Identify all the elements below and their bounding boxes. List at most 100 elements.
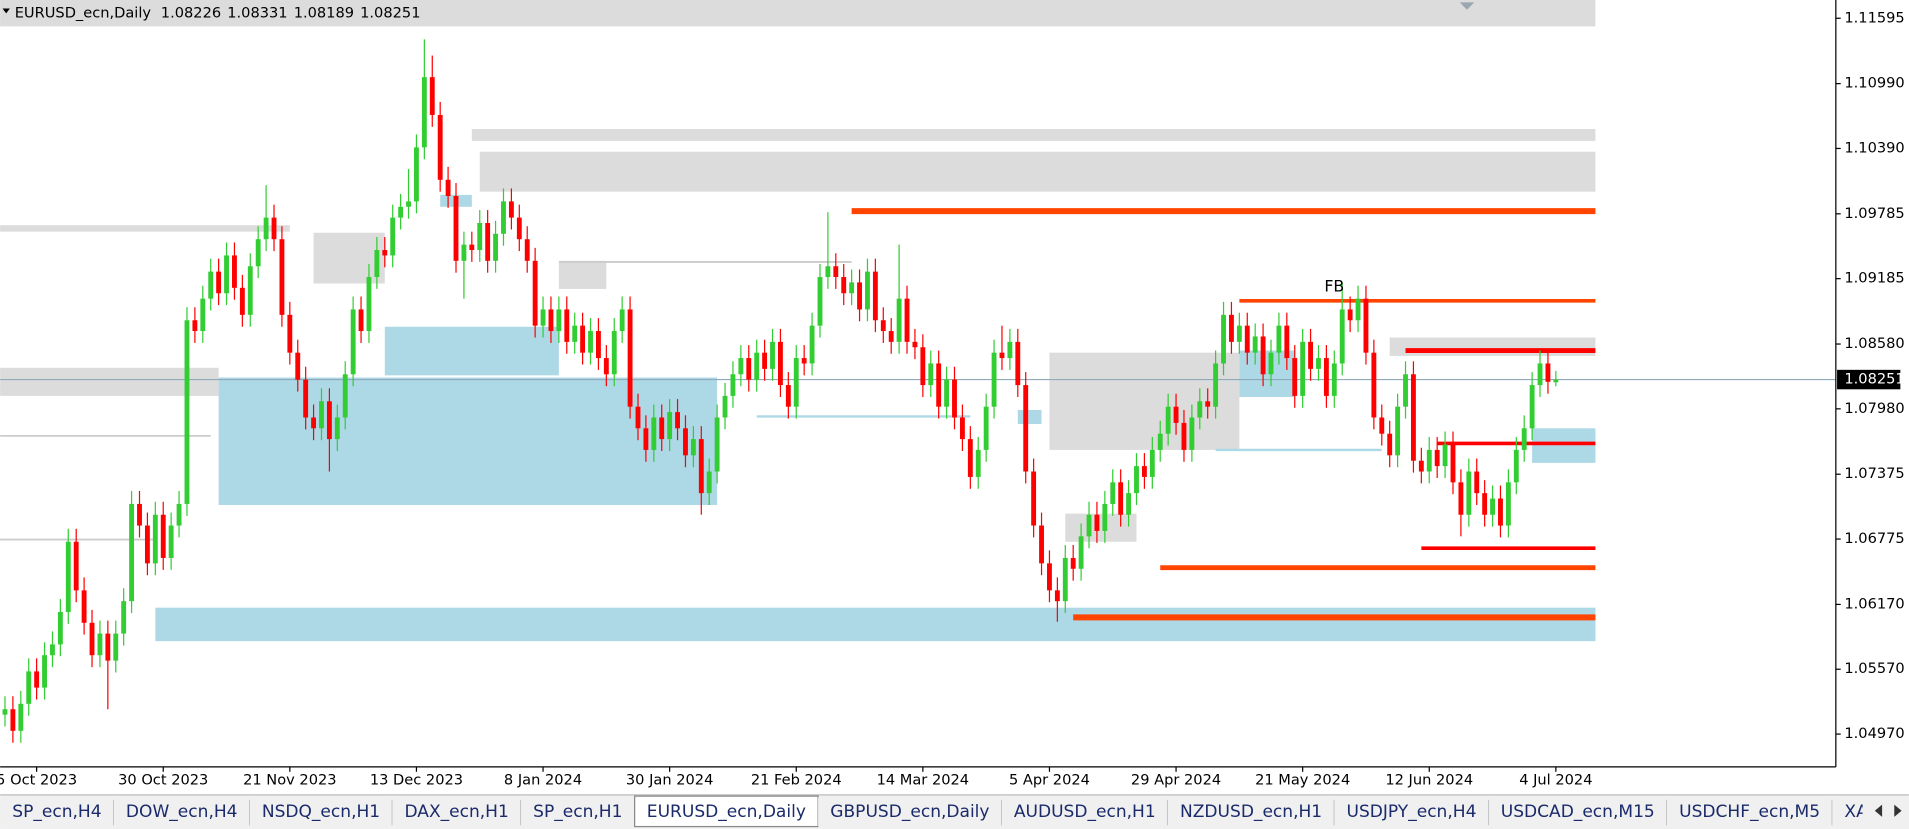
- menu-arrow[interactable]: [2, 8, 10, 14]
- candle-body: [461, 244, 467, 261]
- candle-body: [1181, 422, 1187, 450]
- y-tick-label: 1.06775: [1844, 530, 1904, 547]
- tab-background[interactable]: [0, 797, 114, 827]
- candle-body: [683, 428, 688, 456]
- tab-background[interactable]: [1666, 797, 1833, 827]
- tab-background[interactable]: [392, 797, 522, 827]
- tab-scroll-left[interactable]: [1874, 804, 1883, 817]
- x-tick-label: 29 Apr 2024: [1131, 771, 1221, 788]
- candle-body: [421, 77, 427, 148]
- candle-body: [975, 449, 981, 477]
- tab[interactable]: USDJPY_ecn,H4: [1347, 802, 1477, 822]
- candle-body: [501, 201, 506, 234]
- candle-body: [714, 417, 720, 472]
- x-tick-label: 21 May 2024: [1255, 771, 1350, 788]
- tab-scroll-right[interactable]: [1894, 804, 1902, 817]
- zone: [1532, 428, 1596, 463]
- candle-body: [1308, 341, 1314, 369]
- candle-body: [1149, 449, 1155, 477]
- open: 1.08226: [161, 4, 221, 21]
- candle-body: [1173, 406, 1179, 423]
- candle-body: [247, 266, 253, 315]
- candle-body: [493, 233, 499, 261]
- tab[interactable]: DAX_ecn,H1: [404, 802, 508, 822]
- candle-body: [1300, 341, 1306, 396]
- candle-body: [675, 412, 680, 429]
- tab-background[interactable]: [1334, 797, 1489, 827]
- candle-body: [991, 352, 997, 407]
- candle-body: [271, 217, 277, 240]
- candle-body: [453, 195, 459, 261]
- zone: [0, 367, 219, 396]
- y-tick-label: 1.11595: [1844, 9, 1904, 26]
- candle-body: [1118, 482, 1124, 515]
- candle-body: [967, 439, 973, 477]
- tab[interactable]: NZDUSD_ecn,H1: [1180, 802, 1322, 822]
- tab-background[interactable]: [1001, 797, 1168, 827]
- tab[interactable]: NSDQ_ecn,H1: [262, 802, 380, 822]
- candle-body: [912, 341, 918, 348]
- zone: [1065, 513, 1137, 542]
- tab-background[interactable]: [1488, 797, 1667, 827]
- plot-area: FB: [0, 0, 1836, 743]
- candle-body: [920, 347, 926, 386]
- zone: [0, 0, 1596, 27]
- candle-body: [1086, 514, 1092, 537]
- zone: [384, 326, 559, 376]
- candle-body: [611, 331, 617, 375]
- candle-body: [1490, 498, 1495, 515]
- candle-body: [872, 271, 878, 321]
- candle-body: [295, 352, 301, 380]
- candle-body: [809, 325, 815, 364]
- candle-body: [239, 287, 245, 315]
- candle-body: [1141, 466, 1147, 477]
- candle-body: [690, 439, 696, 456]
- candle-body: [200, 298, 206, 332]
- candle-body: [1094, 514, 1100, 531]
- tab[interactable]: SP_ecn,H4: [12, 802, 101, 822]
- active-tab[interactable]: [634, 795, 819, 828]
- candle-body: [667, 412, 673, 440]
- bid-label-box: [1837, 369, 1901, 390]
- candle-body: [722, 395, 728, 418]
- candle-body: [1189, 417, 1195, 450]
- candle-body: [865, 271, 870, 310]
- candle-body: [1197, 401, 1203, 418]
- candle-body: [414, 147, 419, 202]
- candle-body: [1474, 471, 1480, 494]
- candle-body: [896, 298, 902, 342]
- zone: [558, 260, 607, 289]
- candle-body: [1410, 374, 1416, 461]
- tab[interactable]: USDCHF_ecn,M5: [1679, 802, 1820, 822]
- candle-body: [841, 277, 847, 294]
- tab[interactable]: SP_ecn,H1: [533, 802, 622, 822]
- tab-background[interactable]: [1167, 797, 1335, 827]
- tab-background[interactable]: [521, 797, 635, 827]
- x-tick-label: 8 Jan 2024: [504, 771, 582, 788]
- candle-body: [635, 406, 641, 429]
- candle-body: [857, 282, 862, 310]
- chart-header: EURUSD_ecn,Daily 1.08226 1.08331 1.08189 1.0…: [15, 4, 421, 21]
- candle-body: [1371, 352, 1377, 418]
- candle-body: [1521, 428, 1527, 450]
- tab-background[interactable]: [818, 797, 1002, 827]
- candle-body: [1031, 471, 1037, 526]
- candle-body: [184, 320, 190, 504]
- tab-background[interactable]: [249, 797, 393, 827]
- candle-body: [1466, 471, 1472, 515]
- tab[interactable]: GBPUSD_ecn,Daily: [830, 802, 989, 822]
- candle-body: [1529, 385, 1535, 429]
- tab[interactable]: DOW_ecn,H4: [126, 802, 238, 822]
- tab[interactable]: AUDUSD_ecn,H1: [1014, 802, 1156, 822]
- x-tick-label: 21 Nov 2023: [243, 771, 336, 788]
- candle-body: [793, 358, 799, 407]
- tab[interactable]: EURUSD_ecn,Daily: [647, 802, 806, 822]
- candle-body: [904, 298, 910, 342]
- tab[interactable]: USDCAD_ecn,M15: [1501, 802, 1655, 822]
- candle-body: [928, 363, 934, 386]
- zone: [218, 377, 718, 506]
- tab-background[interactable]: [113, 797, 250, 827]
- candle-body: [1434, 449, 1440, 467]
- candle-body: [1007, 341, 1013, 359]
